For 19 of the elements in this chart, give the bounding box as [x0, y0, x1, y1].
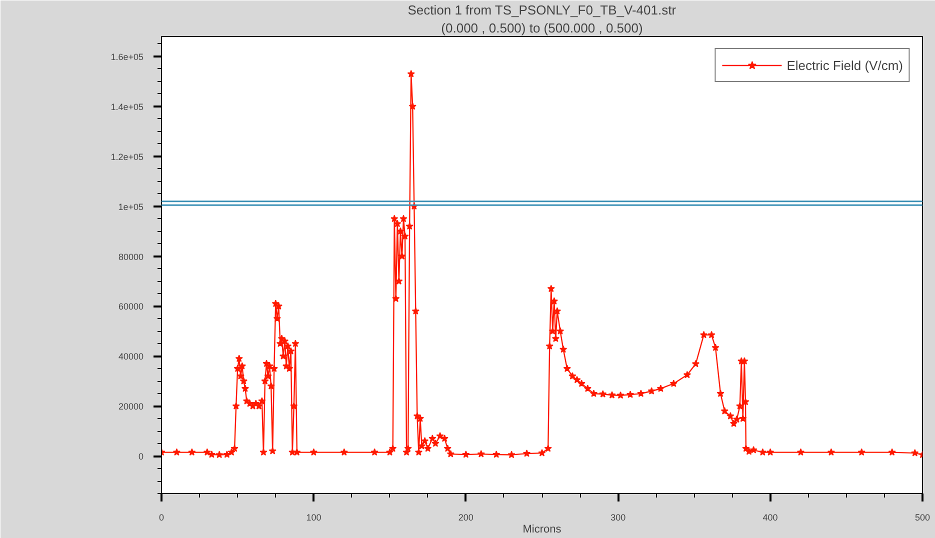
y-tick-label: 1e+05: [118, 202, 144, 212]
y-tick-label: 1.2e+05: [110, 152, 144, 162]
x-tick-label: 100: [306, 512, 322, 522]
x-tick-label: 0: [158, 512, 164, 522]
y-tick-label: 60000: [118, 302, 144, 312]
x-tick-label: 400: [762, 512, 778, 522]
y-tick-label: 1.4e+05: [110, 102, 144, 112]
x-tick-label: 500: [914, 512, 930, 522]
chart-title: Section 1 from TS_PSONLY_F0_TB_V-401.str: [408, 2, 677, 18]
legend-label: Electric Field (V/cm): [786, 58, 903, 72]
y-tick-label: 80000: [118, 252, 144, 262]
y-tick-label: 20000: [118, 402, 144, 412]
x-axis-title: Microns: [522, 524, 562, 536]
x-tick-label: 200: [458, 512, 474, 522]
chart-subtitle: (0.000 , 0.500) to (500.000 , 0.500): [441, 20, 643, 36]
y-tick-label: 1.6e+05: [110, 52, 144, 62]
y-tick-label: 40000: [118, 352, 144, 362]
y-tick-label: 0: [138, 452, 144, 462]
x-tick-label: 300: [610, 512, 626, 522]
